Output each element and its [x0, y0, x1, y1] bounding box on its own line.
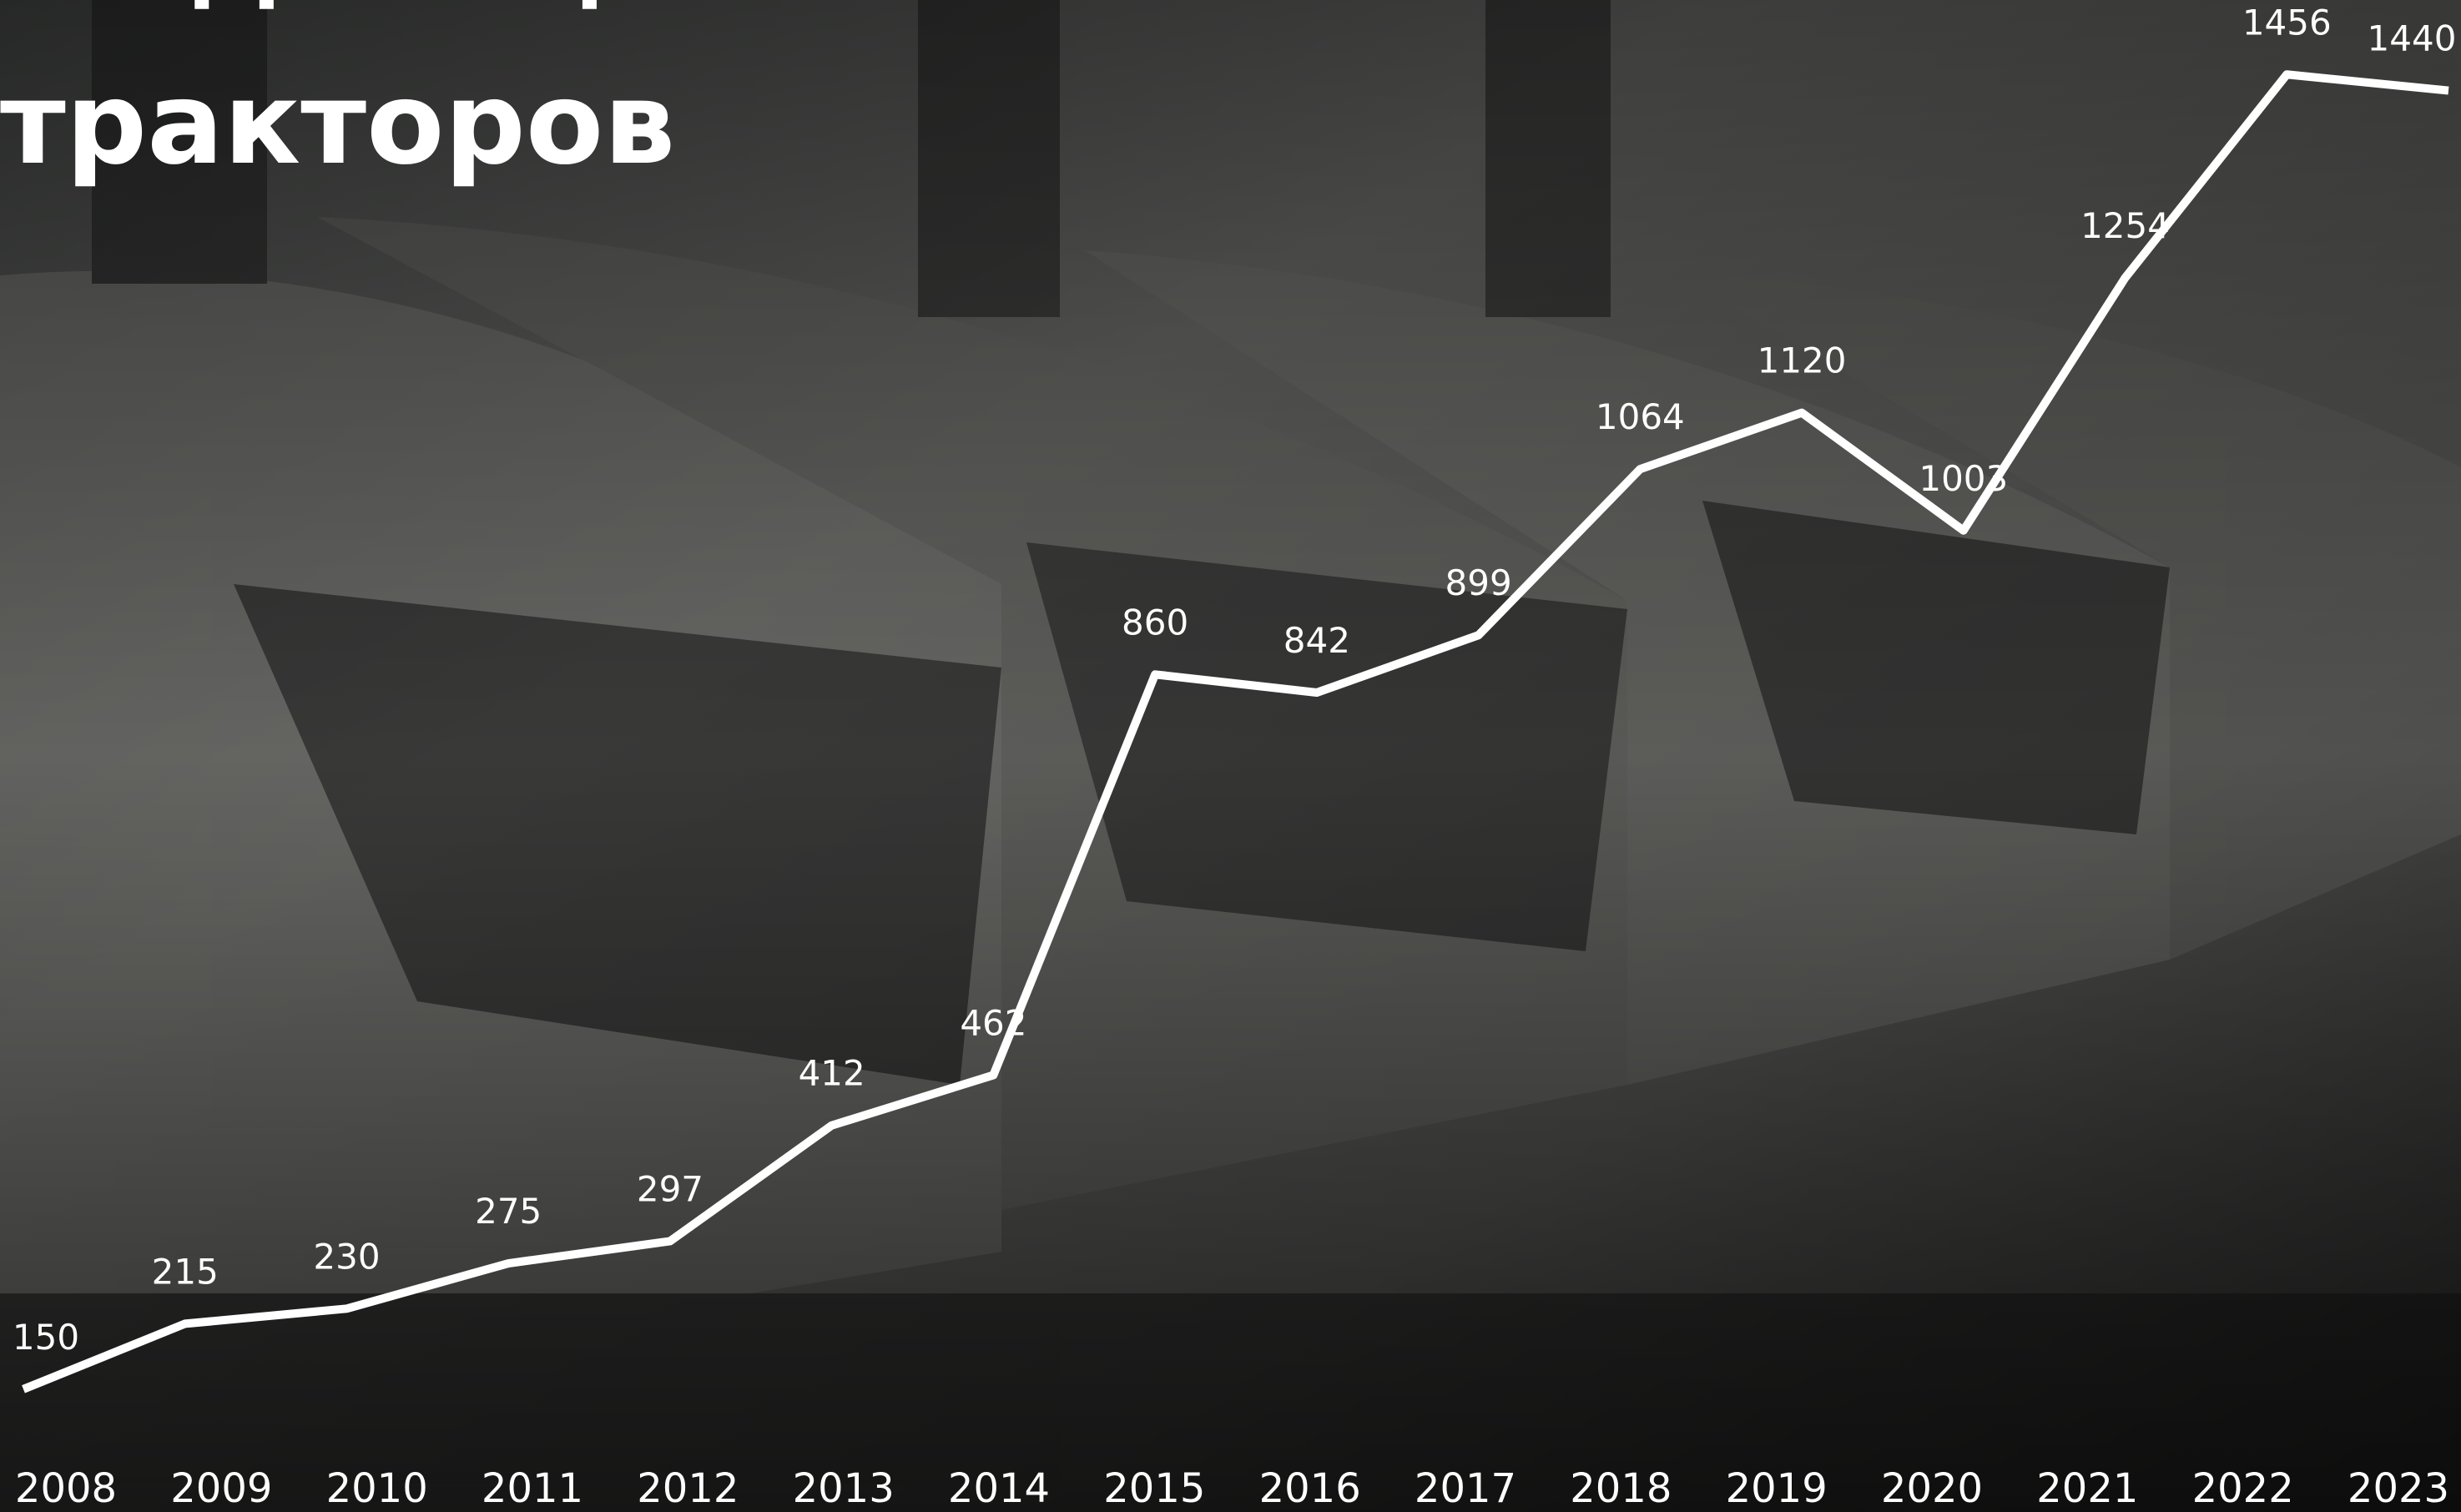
value-label: 275 — [475, 1191, 542, 1232]
value-label: 899 — [1445, 562, 1512, 603]
x-tick-label: 2014 — [948, 1465, 1050, 1512]
x-tick-label: 2009 — [170, 1465, 272, 1512]
page: {"chart_data": {"type": "line", "title_l… — [0, 0, 2461, 1512]
value-label: 1120 — [1757, 340, 1847, 381]
x-tick-label: 2015 — [1103, 1465, 1205, 1512]
x-tick-label: 2018 — [1570, 1465, 1672, 1512]
x-tick-label: 2023 — [2348, 1465, 2449, 1512]
chart-title: тракторов — [0, 58, 675, 190]
chart: в единицах тракторов 2008 2009 2010 2011 201… — [0, 0, 2461, 1512]
value-label: 462 — [960, 1002, 1026, 1043]
x-tick-label: 2022 — [2192, 1465, 2294, 1512]
value-label: 412 — [799, 1053, 865, 1094]
x-tick-label: 2008 — [15, 1465, 117, 1512]
x-tick-label: 2016 — [1259, 1465, 1361, 1512]
value-label: 1440 — [2368, 18, 2457, 59]
value-label: 150 — [13, 1317, 79, 1358]
value-label: 1003 — [1919, 458, 2008, 499]
value-label: 1456 — [2242, 2, 2332, 43]
x-tick-label: 2013 — [793, 1465, 895, 1512]
x-tick-label: 2021 — [2036, 1465, 2138, 1512]
value-label: 842 — [1283, 620, 1350, 661]
value-label: 1254 — [2080, 205, 2170, 246]
chart-title: в единицах — [0, 0, 751, 21]
value-label: 860 — [1122, 602, 1188, 643]
x-tick-label: 2017 — [1415, 1465, 1516, 1512]
x-tick-label: 2011 — [482, 1465, 583, 1512]
value-label: 297 — [637, 1168, 704, 1209]
value-label: 230 — [313, 1236, 380, 1277]
x-tick-label: 2012 — [637, 1465, 739, 1512]
value-label: 1064 — [1596, 396, 1685, 437]
x-tick-label: 2019 — [1726, 1465, 1828, 1512]
value-label: 215 — [152, 1251, 219, 1292]
x-tick-label: 2010 — [326, 1465, 428, 1512]
x-tick-label: 2020 — [1881, 1465, 1983, 1512]
